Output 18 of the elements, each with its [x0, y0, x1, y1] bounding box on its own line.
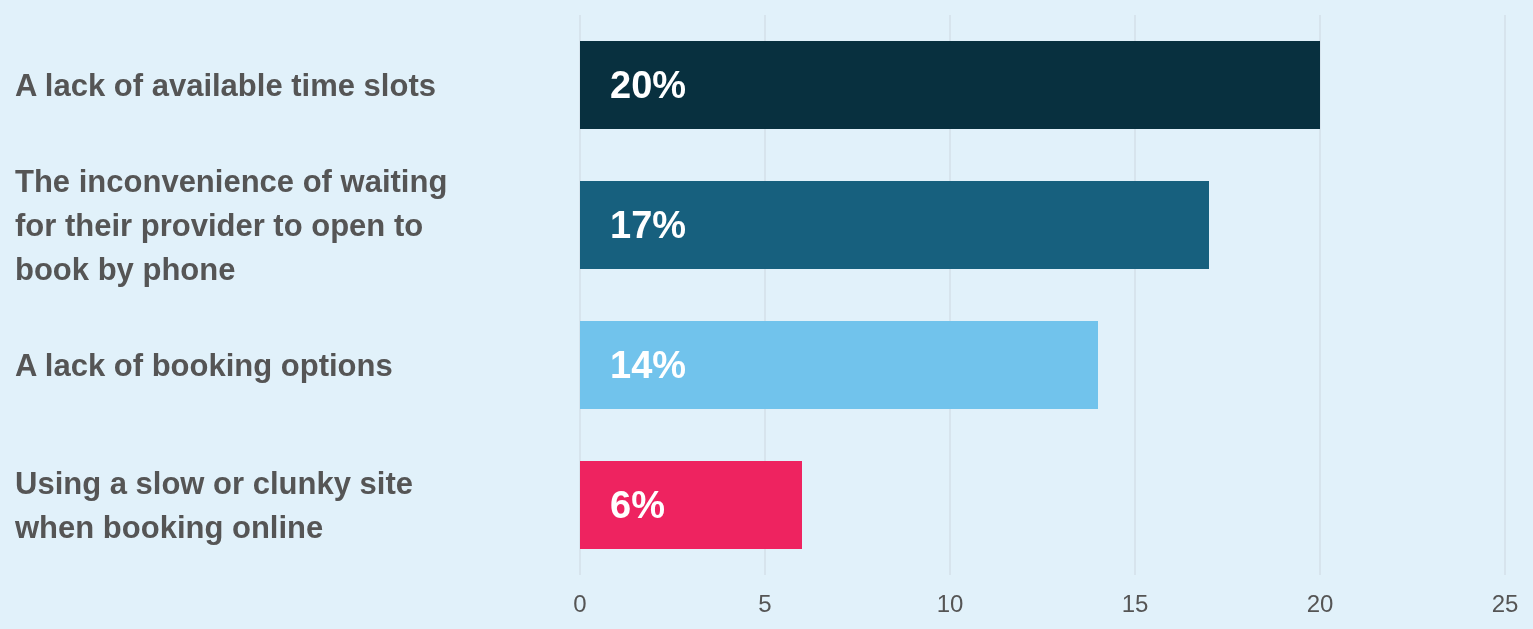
- x-tick-label: 5: [758, 590, 772, 618]
- data-label: 20%: [610, 64, 687, 107]
- y-tick-label: The inconvenience of waiting for their provider to open to book by phone: [15, 164, 448, 287]
- y-tick-label: A lack of available time slots: [15, 68, 436, 103]
- data-label: 14%: [610, 344, 687, 387]
- x-tick-label: 25: [1491, 590, 1519, 618]
- data-label: 6%: [610, 484, 665, 527]
- x-tick-label: 0: [573, 590, 587, 618]
- y-tick-label: A lack of booking options: [15, 348, 393, 383]
- x-tick-label: 20: [1306, 590, 1334, 618]
- bar: [580, 41, 1320, 129]
- bar: [580, 321, 1098, 409]
- bar: [580, 461, 802, 549]
- bar: [580, 181, 1209, 269]
- y-tick-label: Using a slow or clunky site when booking online: [14, 466, 413, 545]
- x-tick-label: 15: [1121, 590, 1149, 618]
- data-label: 17%: [610, 204, 687, 247]
- x-tick-label: 10: [936, 590, 964, 618]
